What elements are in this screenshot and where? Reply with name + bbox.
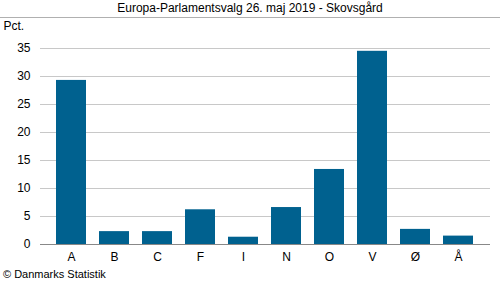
svg-text:O: O [325,250,334,264]
svg-text:N: N [282,250,291,264]
svg-text:F: F [197,250,204,264]
svg-text:B: B [110,250,118,264]
svg-text:Å: Å [454,249,462,264]
svg-text:15: 15 [17,153,31,167]
svg-text:35: 35 [17,41,31,55]
svg-text:Ø: Ø [411,250,420,264]
svg-text:V: V [368,250,376,264]
svg-text:10: 10 [17,181,31,195]
svg-text:C: C [153,250,162,264]
svg-text:0: 0 [24,237,31,251]
html-text:Europa-Parlamentsvalg 26. maj: Europa-Parlamentsvalg 26. maj 2019 - Sko… [117,1,383,15]
svg-text:25: 25 [17,97,31,111]
svg-text:5: 5 [24,209,31,223]
svg-text:30: 30 [17,69,31,83]
html-text:© Danmarks Statistik: © Danmarks Statistik [3,268,106,280]
svg-text:20: 20 [17,125,31,139]
svg-text:Pct.: Pct. [4,19,25,33]
svg-text:A: A [67,250,75,264]
svg-text:I: I [242,250,245,264]
